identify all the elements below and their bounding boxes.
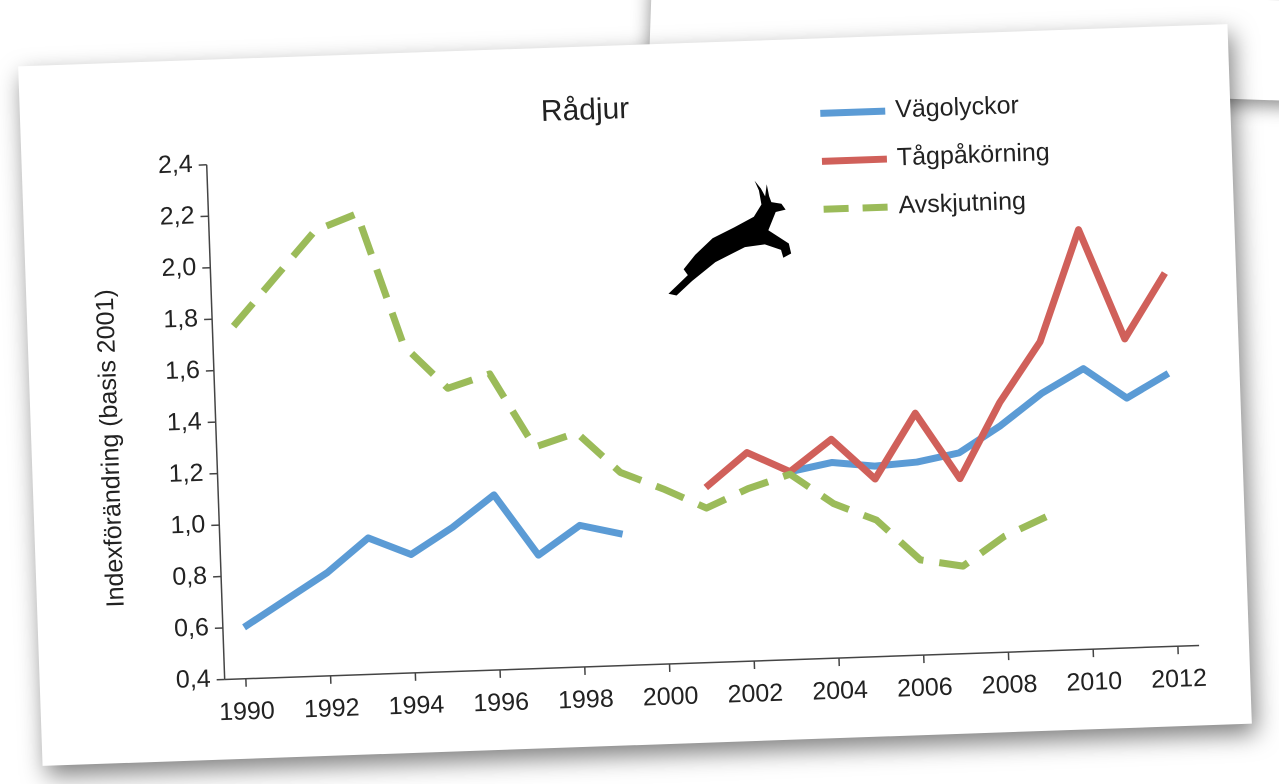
x-tick-label: 1992 [303,693,360,723]
legend-swatch [823,203,889,213]
legend-label: Vägolyckor [895,91,1020,123]
y-tick-label: 2,4 [157,150,193,179]
x-tick-label: 2006 [897,673,954,703]
line-series [242,365,1171,631]
y-tick-label: 1,0 [170,510,206,539]
x-tick-label: 2000 [642,682,699,712]
y-tick-label: 1,6 [165,356,201,385]
y-tick-label: 0,6 [174,613,210,642]
y-tick-label: 2,2 [159,201,195,230]
legend-swatch [820,107,886,117]
line-series [703,226,1168,491]
x-tick-label: 2010 [1066,667,1123,697]
deer-icon [668,180,792,296]
legend-swatch [821,155,888,165]
x-tick-label: 2002 [727,679,784,709]
y-tick-label: 1,2 [168,459,204,488]
y-axis-title: Indexförändring (basis 2001) [91,289,130,608]
x-tick-label: 1990 [219,696,276,726]
y-tick-label: 2,0 [161,253,197,282]
x-tick-label: 2008 [981,670,1038,700]
x-tick-label: 2004 [812,676,869,706]
y-tick-label: 0,4 [175,665,211,694]
legend-label: Avskjutning [898,187,1026,219]
x-tick-label: 1996 [473,688,530,718]
x-tick-label: 2012 [1151,664,1208,694]
chart-title: Rådjur [540,92,629,128]
x-tick-label: 1998 [558,685,615,715]
y-tick-label: 1,4 [166,407,202,436]
x-axis [224,644,1200,681]
y-tick-label: 1,8 [163,304,199,333]
chart-card: Rådjur Indexförändring (basis 2001) 0,4 0… [18,24,1252,766]
line-series [230,210,1048,570]
chart: Rådjur Indexförändring (basis 2001) 0,4 0… [91,91,1208,726]
legend-label: Tågpåkörning [896,138,1050,171]
y-tick-label: 0,8 [172,562,208,591]
x-tick-label: 1994 [388,690,445,720]
